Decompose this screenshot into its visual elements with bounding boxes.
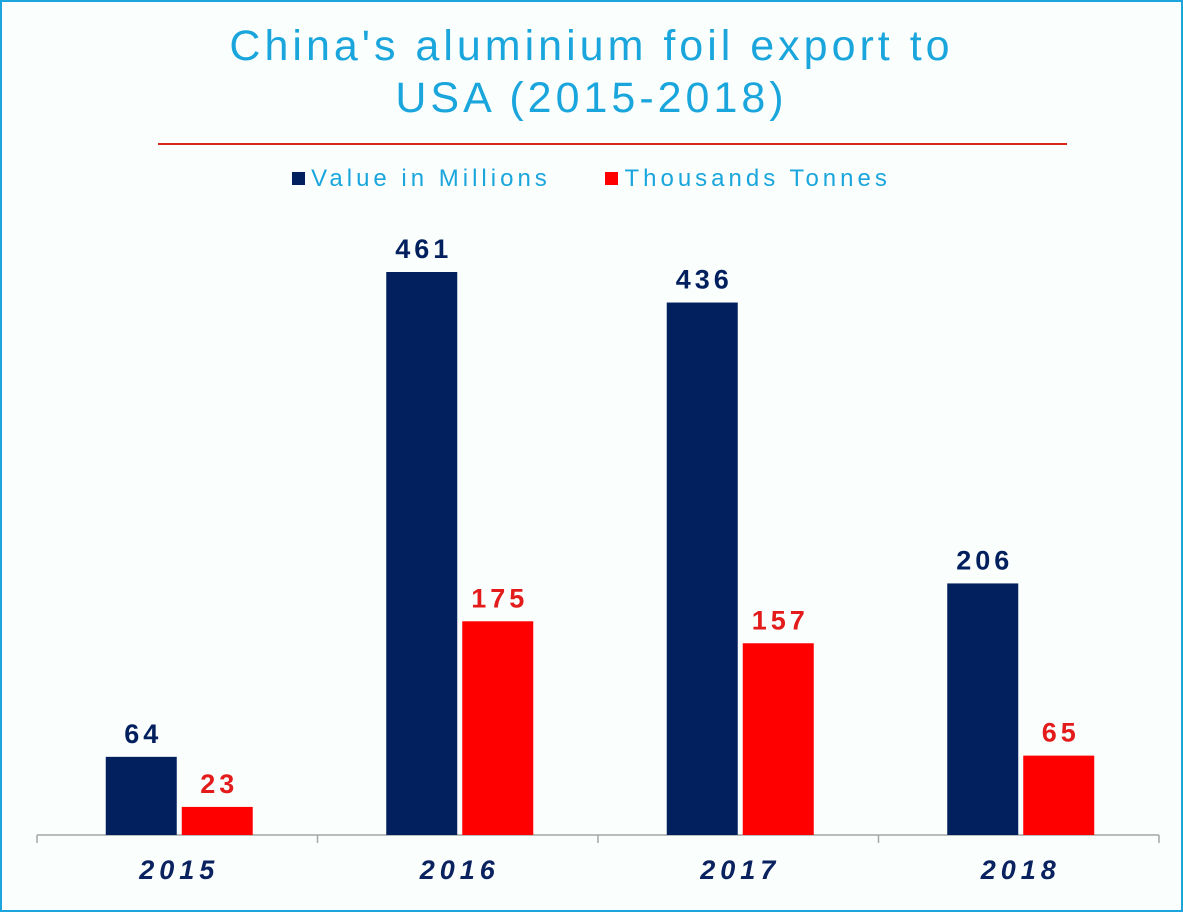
data-label-2018-value: 206 — [956, 545, 1013, 575]
bar-2018-tonnes — [1023, 755, 1095, 835]
bar-2017-tonnes — [742, 643, 814, 835]
data-label-2018-tonnes: 65 — [1042, 718, 1080, 748]
x-tick-label-2016: 2016 — [419, 855, 500, 885]
legend-label-value: Value in Millions — [311, 165, 551, 192]
bar-2016-value — [386, 272, 458, 835]
chart-title-line-2: USA (2015-2018) — [395, 74, 788, 122]
data-label-2017-tonnes: 157 — [752, 605, 809, 635]
data-label-2016-tonnes: 175 — [471, 583, 528, 613]
x-tick-label-2018: 2018 — [980, 855, 1061, 885]
chart-title: China's aluminium foil export to USA (20… — [2, 20, 1181, 124]
bar-2015-tonnes — [181, 806, 253, 835]
bar-2017-value — [666, 302, 738, 835]
data-label-2015-tonnes: 23 — [200, 769, 238, 799]
data-label-2016-value: 461 — [395, 234, 452, 264]
legend-swatch-tonnes — [605, 172, 619, 185]
chart-title-line-1: China's aluminium foil export to — [229, 22, 954, 70]
bar-2015-value — [105, 756, 177, 835]
legend-item-value: Value in Millions — [292, 165, 551, 193]
data-label-2017-value: 436 — [676, 265, 733, 295]
legend-item-tonnes: Thousands Tonnes — [605, 165, 890, 193]
data-label-2015-value: 64 — [124, 719, 162, 749]
legend-swatch-value — [292, 172, 306, 185]
bar-2016-tonnes — [462, 621, 534, 835]
x-tick-label-2017: 2017 — [699, 855, 780, 885]
bar-2018-value — [947, 583, 1019, 835]
chart-legend: Value in Millions Thousands Tonnes — [2, 165, 1181, 193]
x-tick-label-2015: 2015 — [138, 855, 219, 885]
legend-label-tonnes: Thousands Tonnes — [624, 165, 891, 192]
title-underline — [158, 143, 1067, 145]
